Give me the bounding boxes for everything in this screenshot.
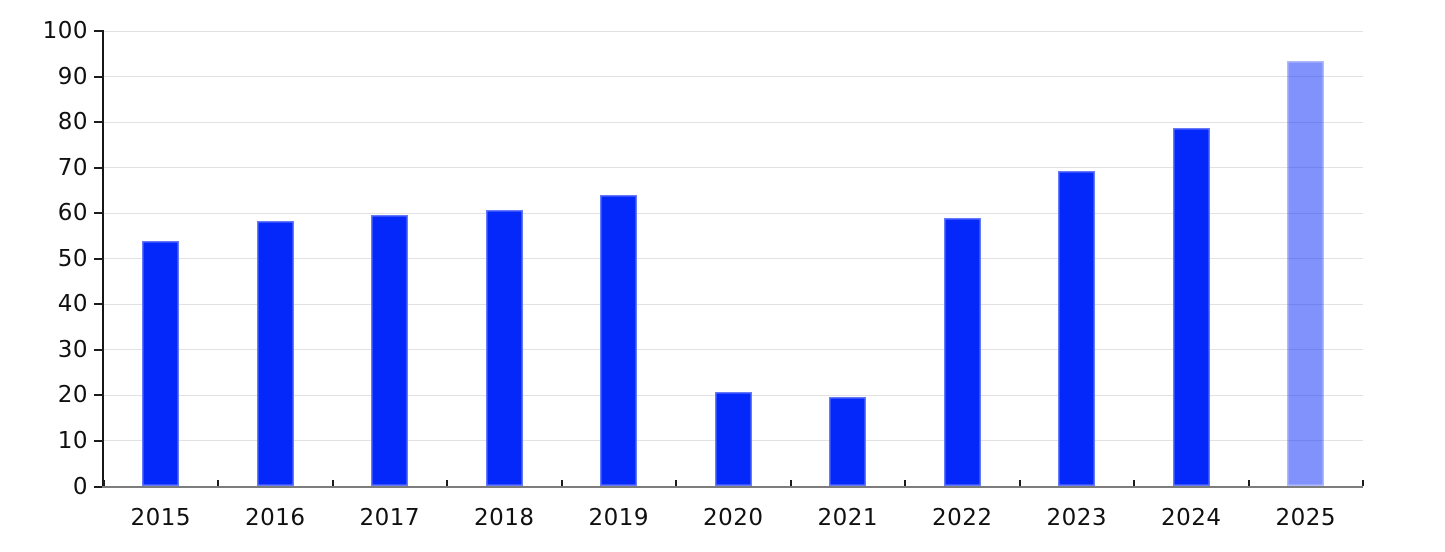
y-axis-tick — [93, 485, 104, 488]
y-axis-tick — [93, 303, 104, 306]
x-axis-tick — [102, 479, 105, 486]
gridline — [103, 30, 1363, 32]
x-axis-tick — [1018, 479, 1021, 486]
y-axis-tick — [93, 348, 104, 351]
gridline — [103, 258, 1363, 260]
x-axis-tick — [1247, 479, 1250, 486]
gridline — [103, 212, 1363, 214]
x-axis-line — [101, 485, 1363, 488]
bar — [829, 397, 867, 487]
y-tick-label: 20 — [57, 382, 88, 409]
x-axis-tick — [675, 479, 677, 486]
x-tick-label: 2015 — [130, 505, 192, 531]
bar — [1172, 128, 1210, 487]
y-tick-label: 50 — [57, 245, 88, 272]
y-axis-tick — [93, 257, 104, 260]
y-tick-label: 60 — [57, 200, 88, 227]
bar — [142, 241, 180, 487]
y-tick-label: 90 — [57, 63, 88, 90]
gridline — [103, 349, 1363, 351]
x-tick-label: 2017 — [359, 505, 421, 531]
y-axis-tick — [93, 75, 104, 78]
bar — [256, 220, 294, 487]
y-axis-tick — [93, 439, 104, 442]
x-tick-label: 2018 — [473, 505, 535, 531]
x-axis-tick — [560, 479, 563, 486]
bar-highlighted — [1287, 61, 1325, 487]
gridline — [103, 303, 1363, 305]
y-tick-label: 0 — [72, 473, 88, 500]
x-tick-label: 2016 — [244, 505, 306, 531]
y-axis-tick — [93, 121, 104, 124]
x-axis-tick — [1133, 479, 1135, 486]
gridline — [103, 167, 1363, 169]
x-axis-tick — [904, 479, 906, 486]
y-axis-tick — [93, 166, 104, 169]
y-tick-label: 80 — [57, 109, 88, 136]
x-axis-tick — [331, 479, 334, 486]
x-tick-label: 2020 — [702, 505, 764, 531]
y-axis-tick — [93, 394, 104, 397]
bar — [371, 215, 409, 487]
bar — [1058, 171, 1096, 487]
x-tick-label: 2019 — [588, 505, 650, 531]
gridline — [103, 76, 1363, 78]
x-tick-label: 2024 — [1160, 505, 1222, 531]
x-axis-tick — [217, 479, 219, 486]
y-tick-label: 30 — [57, 336, 88, 363]
x-tick-label: 2025 — [1275, 505, 1337, 531]
bar — [485, 209, 523, 487]
y-axis-tick — [93, 30, 104, 32]
y-axis-tick — [93, 212, 104, 215]
x-tick-label: 2021 — [817, 505, 879, 531]
bar — [600, 195, 638, 487]
y-tick-label: 70 — [57, 154, 88, 181]
x-axis-tick — [789, 479, 792, 486]
x-axis-tick — [446, 479, 448, 486]
x-tick-label: 2023 — [1046, 505, 1108, 531]
gridline — [103, 121, 1363, 123]
y-tick-label: 10 — [57, 427, 88, 454]
y-tick-label: 40 — [57, 291, 88, 318]
bar — [714, 392, 752, 487]
bar — [943, 218, 981, 487]
y-tick-label: 100 — [42, 18, 88, 44]
x-tick-label: 2022 — [931, 505, 993, 531]
x-axis-tick — [1362, 479, 1364, 486]
